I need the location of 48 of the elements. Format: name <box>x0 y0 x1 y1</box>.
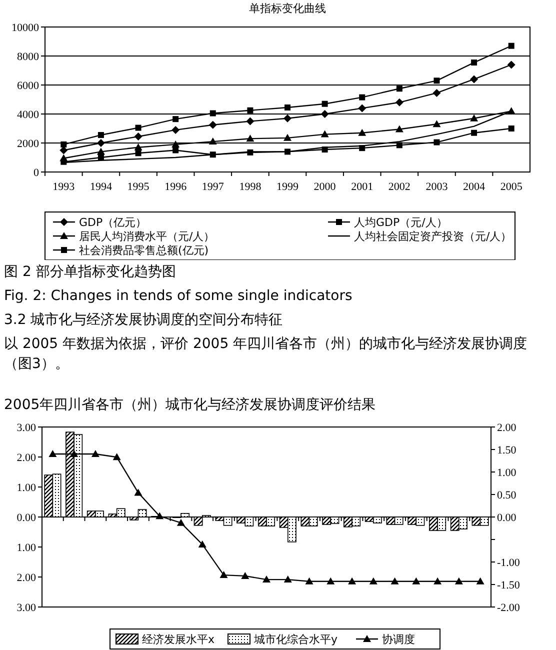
y2-tick-label: -1.00 <box>497 557 520 569</box>
y2-tick-label: 1.00 <box>497 467 517 479</box>
legend-label: 协调度 <box>382 633 415 646</box>
y-tick-label: 10000 <box>12 22 40 34</box>
y-tick-label: 0.00 <box>16 512 36 524</box>
x-tick-label: 2002 <box>388 181 410 193</box>
legend-label: 居民人均消费水平（元/人） <box>79 230 215 243</box>
y-tick-label: 0 <box>34 167 40 179</box>
y-tick-label: 6000 <box>17 80 40 92</box>
y2-tick-label: 1.50 <box>497 444 517 456</box>
x-tick-label: 1997 <box>202 181 224 193</box>
caption: Fig. 2: Changes in tends of some single indicators <box>4 287 354 306</box>
x-tick-label: 1999 <box>276 181 299 193</box>
title: 2005年四川省各市（州）城市化与经济发展协调度评价结果 <box>4 397 376 413</box>
y-tick-label: 1.00 <box>16 542 36 554</box>
legend-label: 人均GDP（元/人） <box>354 216 448 229</box>
y-tick-label: 2.00 <box>16 572 36 584</box>
x-tick-label: 1996 <box>164 181 188 193</box>
x-tick-label: 1998 <box>239 181 262 193</box>
y-tick-label: 8000 <box>17 51 40 63</box>
x-tick-label: 1995 <box>127 181 150 193</box>
x-tick-label: 1993 <box>52 181 76 193</box>
legend-label: 社会消费品零售总额(亿元) <box>79 244 209 257</box>
legend-label: 经济发展水平x <box>142 633 215 646</box>
x-tick-label: 2004 <box>463 181 486 193</box>
legend-label: 城市化综合水平y <box>253 633 338 646</box>
y2-tick-label: -1.50 <box>497 580 520 592</box>
y2-tick-label: -2.00 <box>497 602 520 614</box>
caption: 图 2 部分单指标变化趋势图 <box>4 263 177 282</box>
y-tick-label: 3.00 <box>16 422 36 434</box>
y2-tick-label: 0.50 <box>497 490 517 502</box>
x-tick-label: 2005 <box>500 181 523 193</box>
y-tick-label: 2000 <box>17 138 40 150</box>
text: 3.2 城市化与经济发展协调度的空间分布特征 <box>4 311 284 330</box>
y-tick-label: 3.00 <box>16 602 36 614</box>
x-tick-label: 2001 <box>351 181 374 193</box>
x-tick-label: 1994 <box>90 181 112 193</box>
text: 以 2005 年数据为依据，评价 2005 年四川省各市（州）的城市化与经济发展协调度（图3）。 <box>4 335 528 374</box>
x-tick-label: 2000 <box>314 181 336 193</box>
legend-label: GDP（亿元） <box>79 216 147 229</box>
legend-label: 人均社会固定资产投资（元/人） <box>354 230 512 243</box>
y-tick-label: 1.00 <box>16 482 36 494</box>
y-tick-label: 2.00 <box>16 452 36 464</box>
y2-tick-label: 0.00 <box>497 512 517 524</box>
y-tick-label: 4000 <box>17 109 40 121</box>
x-tick-label: 2003 <box>426 181 448 193</box>
title: 单指标变化曲线 <box>249 2 326 15</box>
y2-tick-label: 2.00 <box>497 422 517 434</box>
